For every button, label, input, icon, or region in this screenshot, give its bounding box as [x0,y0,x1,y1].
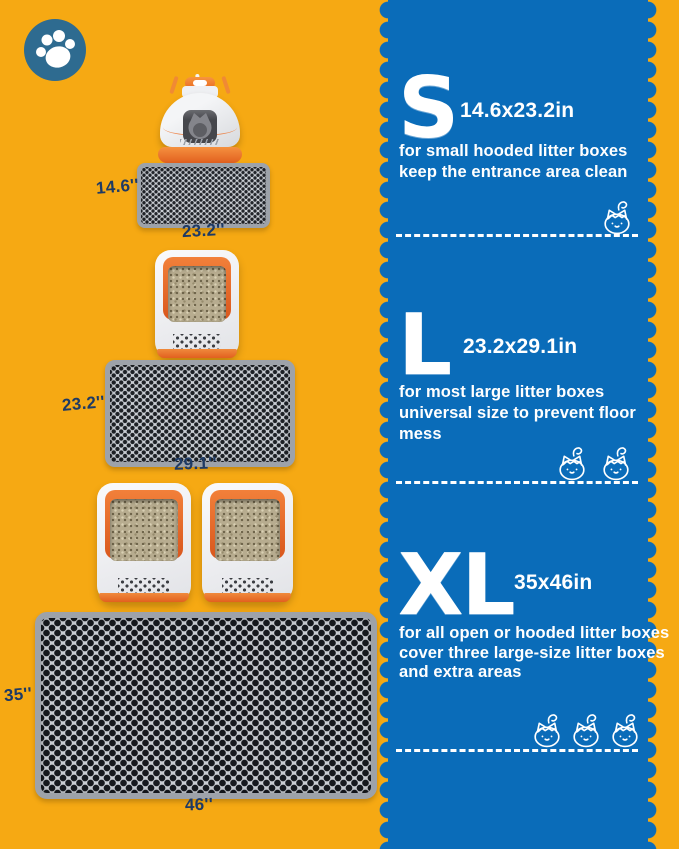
cat-face-icon [566,711,606,751]
size-info-panel [388,0,648,849]
box-base-tray [158,147,242,163]
litter-fill [168,266,226,322]
box-base-tray [99,593,189,602]
box-vent-holes [173,334,221,349]
desc-line: universal size to prevent floor mess [399,404,636,443]
size-xl-letter: XL [398,536,516,635]
desc-line: cover three large-size litter boxes [399,643,665,662]
scoop-handle [221,75,231,95]
section-divider-dashed [396,749,638,752]
section-divider-dashed [396,234,638,237]
panel-wave-right-edge [648,0,662,849]
box-base-tray [157,349,237,358]
dome-vents [180,139,220,145]
litter-fill [215,499,280,562]
size-s-letter: S [398,59,459,158]
desc-line: for all open or hooded litter boxes [399,624,670,642]
size-l-dimensions: 23.2x29.1in [463,335,578,358]
box-vent-holes [117,578,171,593]
litter-mat-xl [35,612,377,799]
small-mat-height-label: 14.6'' [95,175,140,198]
cat-face-icon [605,711,645,751]
litter-mat-small [137,163,270,228]
litter-mat-large [105,360,295,467]
scoop-handle [169,75,179,95]
open-litter-box [155,250,239,358]
paw-icon [24,19,86,81]
cat-face-icon [596,444,636,484]
size-s-dimensions: 14.6x23.2in [460,99,575,122]
hooded-litter-box [158,73,242,163]
box-base-tray [204,593,291,602]
desc-line: keep the entrance area clean [399,163,628,181]
box-rim [105,490,183,562]
desc-line: and extra areas [399,663,522,681]
size-xl-dimensions: 35x46in [514,571,593,594]
box-entrance [183,110,217,143]
desc-line: for most large litter boxes [399,383,605,401]
cat-face-icon [552,444,592,484]
panel-wave-left-edge [374,0,388,849]
box-rim [210,490,285,562]
box-vent-holes [222,578,273,593]
large-mat-width-label: 29.1'' [173,453,218,474]
xl-mat-height-label: 35'' [3,683,33,706]
size-l-letter: L [398,296,452,395]
small-mat-width-label: 23.2'' [181,219,226,242]
open-litter-box [97,483,191,602]
box-dome [160,93,240,147]
large-mat-height-label: 23.2'' [61,392,106,415]
open-litter-box [202,483,293,602]
desc-line: for small hooded litter boxes [399,142,628,160]
litter-fill [110,499,178,562]
size-l-description: for most large litter boxes universal si… [399,382,679,445]
size-s-description: for small hooded litter boxes keep the e… [399,141,627,183]
xl-mat-width-label: 46'' [184,794,214,815]
cat-face-icon [597,198,637,238]
size-xl-description: for all open or hooded litter boxes cove… [399,624,669,683]
section-divider-dashed [396,481,638,484]
cat-face-icon [527,711,567,751]
box-rim [163,257,231,322]
